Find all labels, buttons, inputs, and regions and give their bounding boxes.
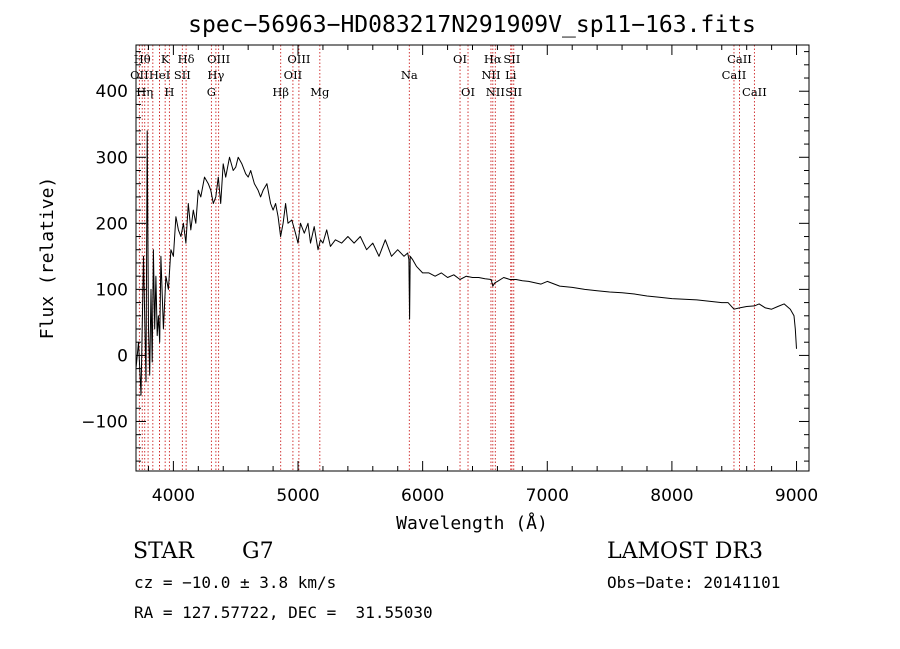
redshift-readout: cz = −10.0 ± 3.8 km/s xyxy=(134,573,337,592)
y-axis-label: Flux (relative) xyxy=(37,177,58,340)
line-label: OI xyxy=(453,52,467,66)
line-label: OII xyxy=(130,68,149,82)
line-label: SII xyxy=(503,52,520,66)
line-label: Hη xyxy=(136,85,153,99)
x-tick-label: 4000 xyxy=(152,486,195,506)
star-subclass: G7 xyxy=(242,539,274,564)
chart-title: spec−56963−HD083217N291909V_sp11−163.fit… xyxy=(188,12,756,38)
line-label: HeI xyxy=(149,68,170,82)
y-tick-label: 300 xyxy=(96,148,128,168)
x-tick-label: 9000 xyxy=(775,486,818,506)
line-label: SII xyxy=(505,85,522,99)
x-tick-label: 6000 xyxy=(401,486,444,506)
x-tick-label: 8000 xyxy=(650,486,693,506)
x-axis-label: Wavelength (Å) xyxy=(396,512,548,534)
line-label: Hθ xyxy=(134,52,151,66)
plot-frame xyxy=(135,44,810,472)
coordinates-readout: RA = 127.57722, DEC = 31.55030 xyxy=(134,603,433,622)
line-label: OI xyxy=(461,85,475,99)
line-label: CaII xyxy=(722,68,747,82)
x-axis: 4000 5000 6000 7000 8000 9000 xyxy=(147,45,818,506)
y-axis: −100 0 100 200 300 400 xyxy=(81,51,809,462)
line-labels: HθOIIHηKHeIHSIIHδGHγOIIIHβOIIOIIIMgNaOIO… xyxy=(130,52,767,99)
spectrum-series xyxy=(135,130,797,396)
spectrum-line-0 xyxy=(135,130,797,396)
line-markers xyxy=(138,45,755,471)
line-label: Li xyxy=(505,68,517,82)
line-label: OII xyxy=(284,68,303,82)
line-label: Mg xyxy=(310,85,330,99)
y-tick-label: 100 xyxy=(96,280,128,300)
line-label: Hγ xyxy=(207,68,224,82)
line-label: G xyxy=(207,85,216,99)
line-label: H xyxy=(164,85,174,99)
line-label: CaII xyxy=(742,85,767,99)
y-tick-label: 400 xyxy=(96,82,128,102)
y-tick-label: 0 xyxy=(117,346,128,366)
x-tick-label: 5000 xyxy=(276,486,319,506)
y-tick-label: 200 xyxy=(96,214,128,234)
line-label: OIII xyxy=(207,52,230,66)
line-label: NII xyxy=(486,85,505,99)
line-label: K xyxy=(161,52,170,66)
line-label: Hβ xyxy=(272,85,289,99)
line-label: Hα xyxy=(484,52,502,66)
star-class: STAR xyxy=(133,539,194,564)
line-label: SII xyxy=(174,68,191,82)
line-label: OIII xyxy=(287,52,310,66)
survey-label: LAMOST DR3 xyxy=(607,539,763,564)
line-label: Na xyxy=(401,68,418,82)
line-label: NII xyxy=(481,68,500,82)
line-label: Hδ xyxy=(178,52,195,66)
obs-date: Obs−Date: 20141101 xyxy=(607,573,781,592)
x-tick-label: 7000 xyxy=(526,486,569,506)
line-label: CaII xyxy=(727,52,752,66)
y-tick-label: −100 xyxy=(81,412,128,432)
